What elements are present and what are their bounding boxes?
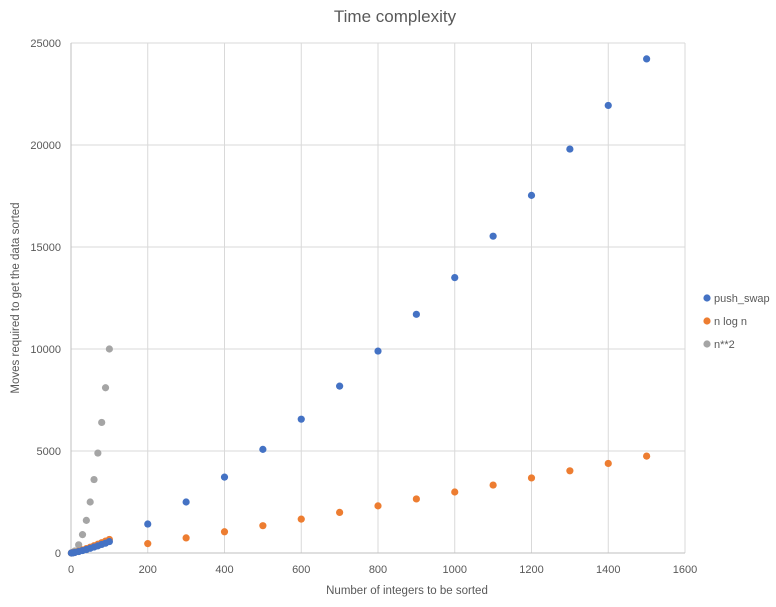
- x-tick-label: 400: [215, 564, 233, 576]
- tick-labels: 0 5000 10000 15000 20000 25000 0 200 400 600 800 10…: [30, 38, 697, 576]
- point-push-swap: [412, 310, 420, 318]
- y-tick-label: 25000: [30, 38, 61, 50]
- point-n-log-n: [451, 488, 459, 496]
- y-axis-title: Moves required to get the data sorted: [10, 202, 22, 393]
- x-tick-label: 0: [68, 564, 74, 576]
- point-n-log-n: [297, 515, 305, 523]
- axes: [70, 43, 685, 554]
- data-points: [67, 55, 651, 557]
- point-n-2: [86, 498, 94, 506]
- point-n-log-n: [374, 502, 382, 510]
- legend-label-n-2: n**2: [714, 339, 735, 351]
- point-n-log-n: [259, 522, 267, 530]
- point-n-2: [82, 516, 90, 524]
- point-push-swap: [489, 232, 497, 240]
- point-n-2: [75, 541, 83, 549]
- x-tick-label: 200: [139, 564, 157, 576]
- point-n-log-n: [336, 508, 344, 517]
- point-n-2: [101, 384, 110, 392]
- y-tick-label: 10000: [30, 344, 61, 356]
- y-tick-label: 5000: [37, 446, 61, 458]
- point-n-log-n: [527, 474, 536, 482]
- gridlines: [71, 42, 686, 553]
- point-push-swap: [182, 498, 190, 506]
- point-push-swap: [336, 382, 344, 390]
- x-tick-label: 1200: [519, 564, 543, 576]
- point-n-2: [90, 475, 98, 484]
- x-tick-label: 1000: [443, 564, 467, 576]
- point-n-log-n: [566, 467, 574, 475]
- y-tick-label: 0: [55, 548, 61, 560]
- point-push-swap: [451, 274, 459, 282]
- point-push-swap: [105, 537, 113, 546]
- legend-marker-n-2: [703, 340, 711, 348]
- y-tick-label: 15000: [30, 242, 61, 254]
- chart-title: Time complexity: [334, 7, 457, 26]
- point-push-swap: [566, 145, 574, 153]
- legend-label-push-swap: push_swap: [714, 293, 770, 305]
- point-n-log-n: [220, 528, 229, 536]
- y-tick-label: 20000: [30, 140, 61, 152]
- point-push-swap: [643, 55, 651, 63]
- point-push-swap: [259, 445, 267, 453]
- x-axis-title: Number of integers to be sorted: [326, 585, 488, 597]
- point-push-swap: [527, 191, 536, 199]
- point-push-swap: [297, 415, 305, 423]
- point-n-2: [94, 449, 102, 457]
- point-n-2: [105, 345, 113, 353]
- legend-marker-n-log-n: [703, 317, 711, 325]
- legend-label-n-log-n: n log n: [714, 316, 747, 328]
- x-tick-label: 1600: [673, 564, 697, 576]
- x-tick-label: 800: [369, 564, 387, 576]
- point-n-2: [98, 418, 106, 427]
- point-n-log-n: [182, 534, 190, 542]
- point-push-swap: [144, 520, 152, 528]
- point-push-swap: [220, 473, 229, 481]
- point-push-swap: [374, 347, 382, 355]
- point-n-2: [78, 531, 87, 539]
- point-n-log-n: [643, 452, 651, 460]
- x-tick-label: 1400: [596, 564, 620, 576]
- point-n-log-n: [604, 459, 612, 468]
- point-n-log-n: [144, 540, 152, 548]
- point-n-log-n: [489, 481, 497, 489]
- point-push-swap: [604, 101, 612, 110]
- point-n-log-n: [412, 495, 420, 503]
- legend-marker-push-swap: [703, 294, 711, 302]
- x-tick-label: 600: [292, 564, 310, 576]
